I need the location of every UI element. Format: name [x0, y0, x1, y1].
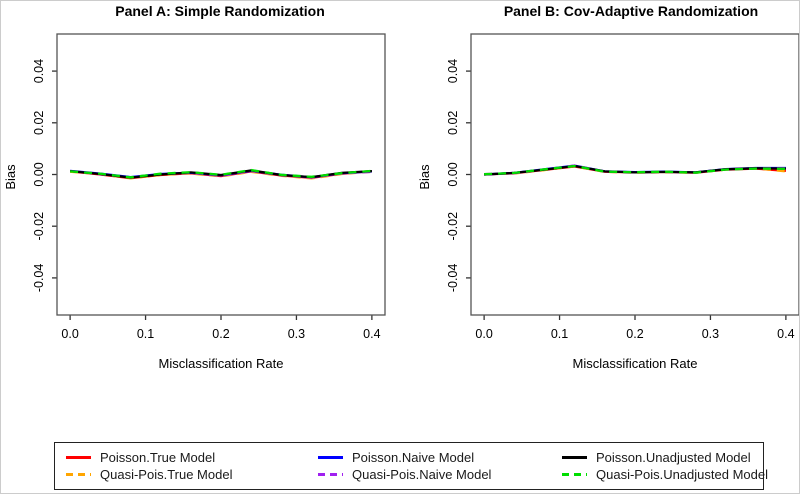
panel-b-title: Panel B: Cov-Adaptive Randomization [504, 3, 758, 19]
quasi-pois-true-line-swatch [66, 473, 91, 476]
panel-a-title: Panel A: Simple Randomization [115, 3, 325, 19]
legend-item: Quasi-Pois.Unadjusted Model [562, 466, 768, 483]
legend: Poisson.True Model Quasi-Pois.True Model… [54, 442, 768, 490]
x-axis-tick-label: 0.3 [288, 327, 305, 341]
legend-item-label: Quasi-Pois.True Model [100, 467, 233, 482]
x-axis-tick-label: 0.4 [777, 327, 794, 341]
legend-item-label: Quasi-Pois.Unadjusted Model [596, 467, 768, 482]
poisson-unadjusted-line-swatch [562, 456, 587, 459]
y-axis-tick-label: 0.04 [446, 59, 460, 83]
panel-a-ylabel: Bias [3, 164, 18, 190]
panel-b-plot: 0.0 0.1 0.2 0.3 0.4 -0.04 -0.02 0.00 0.02 0.04 [446, 33, 799, 341]
x-axis-tick-label: 0.3 [702, 327, 719, 341]
x-axis-tick-label: 0.1 [137, 327, 154, 341]
panel-a-plot: 0.0 0.1 0.2 0.3 0.4 -0.04 -0.02 0.00 0.02 0.04 [32, 33, 386, 341]
bias-figure: Panel A: Simple Randomization Panel B: C… [3, 3, 799, 371]
legend-item: Poisson.Unadjusted Model [562, 449, 768, 466]
y-axis-tick-label: -0.02 [446, 212, 460, 241]
quasi-pois-naive-line-swatch [318, 473, 343, 476]
legend-column-3: Poisson.Unadjusted Model Quasi-Pois.Unad… [562, 449, 768, 483]
panel-b-xlabel: Misclassification Rate [573, 356, 698, 371]
series-line-quasi-pois-unadjusted-model [70, 168, 372, 179]
legend-item-label: Poisson.True Model [100, 450, 216, 465]
x-axis-tick-label: 0.0 [61, 327, 78, 341]
y-axis-tick-label: 0.02 [32, 111, 46, 135]
y-axis-tick-label: -0.02 [32, 212, 46, 241]
y-axis-tick-label: 0.02 [446, 111, 460, 135]
plot-box [470, 33, 799, 316]
plot-box [56, 33, 386, 316]
legend-item: Quasi-Pois.True Model [66, 466, 232, 483]
x-axis-tick-label: 0.4 [363, 327, 380, 341]
x-axis-tick-label: 0.1 [551, 327, 568, 341]
quasi-pois-unadjusted-line-swatch [562, 473, 587, 476]
legend-item: Quasi-Pois.Naive Model [318, 466, 491, 483]
legend-item: Poisson.Naive Model [318, 449, 491, 466]
poisson-true-line-swatch [66, 456, 91, 459]
panel-a-xlabel: Misclassification Rate [159, 356, 284, 371]
legend-item: Poisson.True Model [66, 449, 232, 466]
series-line-quasi-pois-unadjusted-model [484, 164, 786, 176]
y-axis-tick-label: -0.04 [32, 264, 46, 293]
y-axis-tick-label: 0.04 [32, 59, 46, 83]
legend-column-1: Poisson.True Model Quasi-Pois.True Model [66, 449, 232, 483]
x-axis-tick-label: 0.2 [212, 327, 229, 341]
x-axis-tick-label: 0.2 [626, 327, 643, 341]
panel-b-ylabel: Bias [417, 164, 432, 190]
y-axis-tick-label: 0.00 [32, 162, 46, 186]
x-axis-tick-label: 0.0 [475, 327, 492, 341]
y-axis-tick-label: -0.04 [446, 264, 460, 293]
legend-item-label: Poisson.Naive Model [352, 450, 475, 465]
legend-item-label: Poisson.Unadjusted Model [596, 450, 751, 465]
legend-column-2: Poisson.Naive Model Quasi-Pois.Naive Mod… [318, 449, 491, 483]
legend-item-label: Quasi-Pois.Naive Model [352, 467, 492, 482]
poisson-naive-line-swatch [318, 456, 343, 459]
y-axis-tick-label: 0.00 [446, 162, 460, 186]
